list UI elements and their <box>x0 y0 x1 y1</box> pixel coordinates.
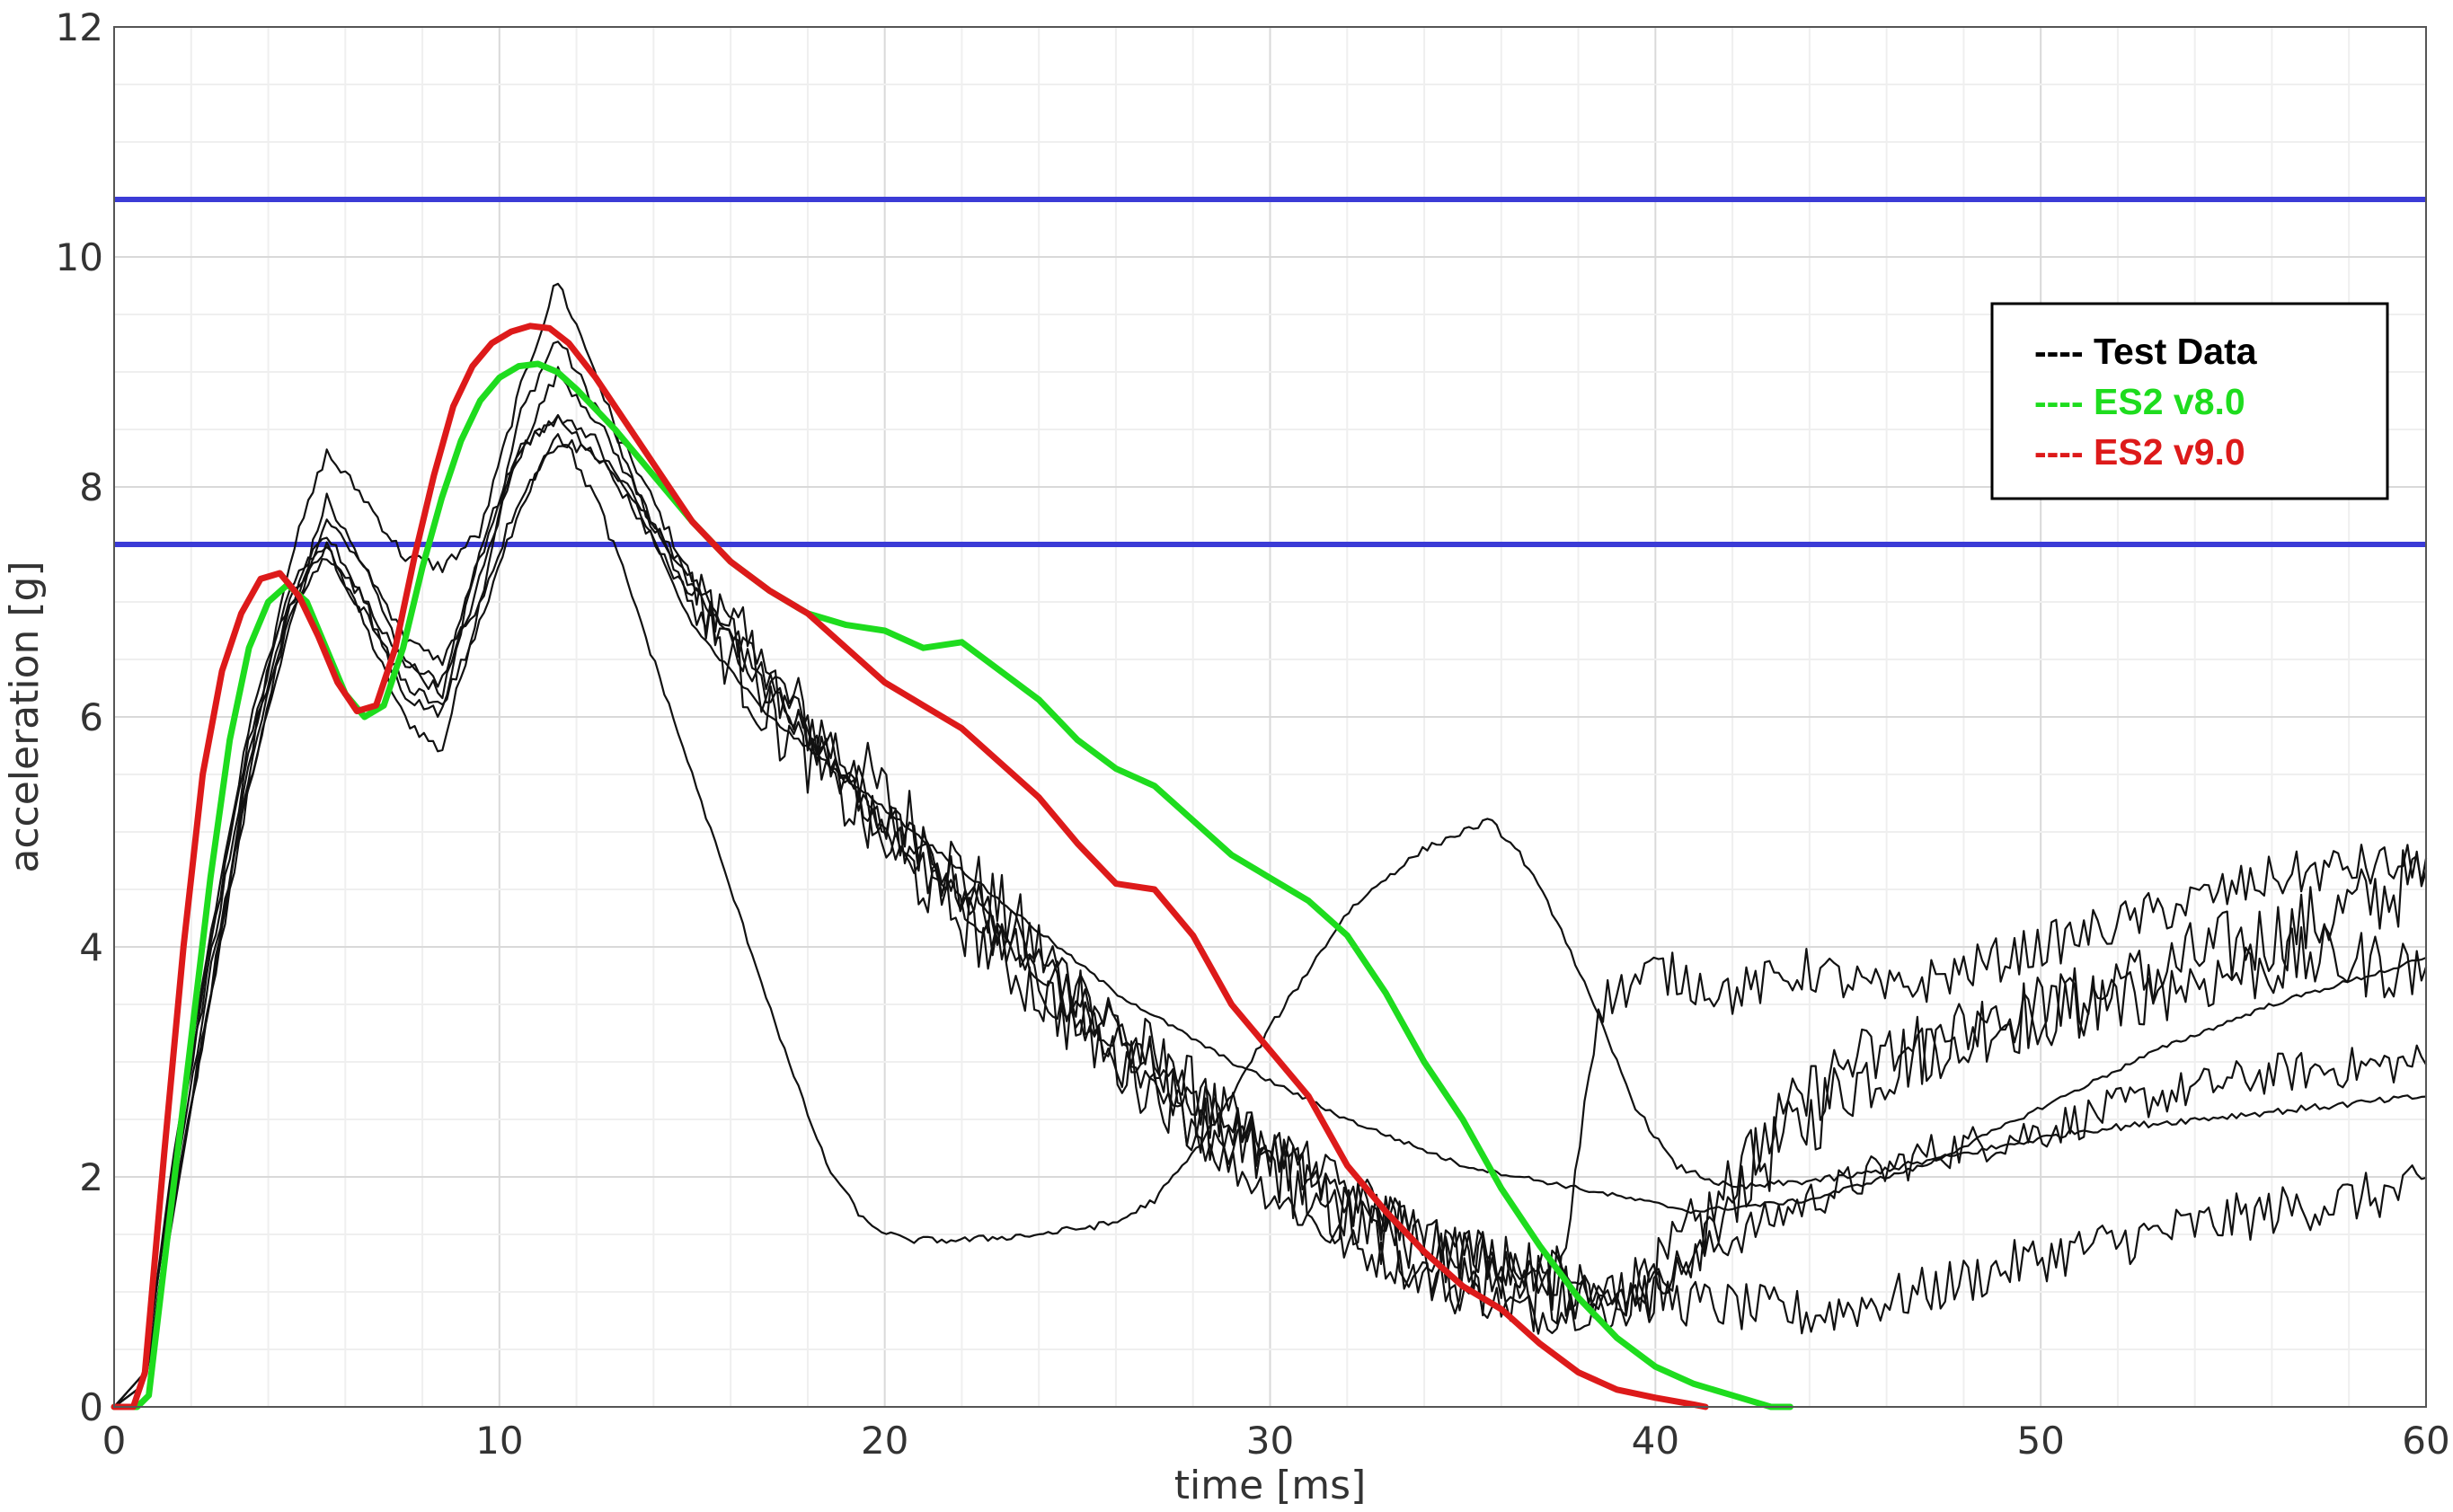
y-tick-label: 8 <box>79 465 103 509</box>
y-tick-label: 0 <box>79 1385 103 1429</box>
series-line-test-data <box>112 413 2428 1409</box>
series-group <box>111 282 2428 1410</box>
y-tick-label: 10 <box>56 235 103 279</box>
tick-labels: 0 10 20 30 40 50 60 0 2 4 6 8 10 12 <box>56 5 2450 1463</box>
y-tick-label: 4 <box>79 925 103 969</box>
y-tick-label: 2 <box>79 1155 103 1199</box>
series-line-test-data <box>112 366 2428 1409</box>
legend-item-test-data: ---- Test Data <box>2034 331 2258 372</box>
series-line-es2-v9-0 <box>111 323 1709 1410</box>
legend-box <box>1990 302 2389 500</box>
x-tick-label: 0 <box>102 1419 127 1463</box>
series-line-test-data <box>112 282 2428 1409</box>
x-tick-label: 50 <box>2016 1419 2064 1463</box>
y-axis-label: acceleration [g] <box>2 561 48 872</box>
legend: ---- Test Data ---- ES2 v8.0 ---- ES2 v9… <box>1990 302 2389 500</box>
series-line-test-data <box>112 433 2428 1409</box>
x-tick-label: 40 <box>1632 1419 1679 1463</box>
y-tick-label: 6 <box>79 695 103 739</box>
legend-item-es2-v9: ---- ES2 v9.0 <box>2034 431 2245 473</box>
x-tick-label: 10 <box>475 1419 523 1463</box>
series-line-test-data <box>112 438 2428 1409</box>
reference-lines <box>114 197 2426 547</box>
x-tick-label: 20 <box>861 1419 908 1463</box>
plot-frame <box>113 26 2427 1408</box>
y-tick-label: 12 <box>56 5 103 49</box>
x-axis-label: time [ms] <box>1174 1463 1367 1508</box>
legend-item-es2-v8: ---- ES2 v8.0 <box>2034 381 2245 422</box>
x-tick-label: 30 <box>1246 1419 1294 1463</box>
x-tick-label: 60 <box>2402 1419 2449 1463</box>
